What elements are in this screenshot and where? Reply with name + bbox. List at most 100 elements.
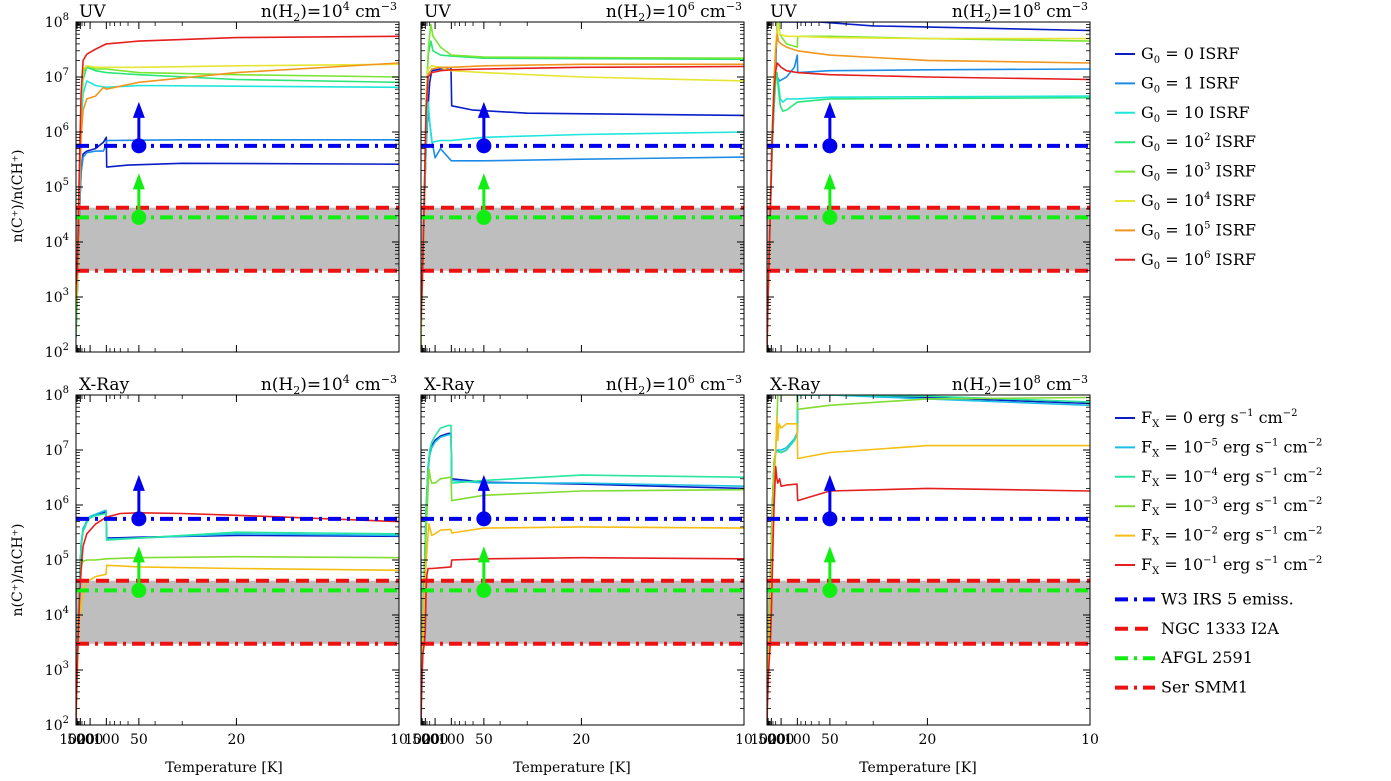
y-tick-label: 104 bbox=[45, 605, 69, 624]
y-tick-label: 103 bbox=[45, 287, 69, 306]
lower-limit-marker bbox=[822, 582, 838, 598]
x-tick-label: 100 bbox=[784, 732, 811, 748]
y-tick-label: 105 bbox=[45, 177, 69, 196]
series-line bbox=[767, 62, 1090, 352]
x-tick-label: 500 bbox=[412, 732, 439, 748]
legend-label: G0 = 104 ISRF bbox=[1141, 191, 1256, 213]
legend-entry-observation: NGC 1333 I2A bbox=[1115, 619, 1279, 638]
series-line bbox=[76, 66, 399, 336]
x-tick-label: 1000 bbox=[404, 732, 440, 748]
y-axis-label-top: n(C⁺)/n(CH⁺) bbox=[10, 149, 26, 242]
legend-entry: G0 = 1 ISRF bbox=[1115, 73, 1239, 95]
y-tick-label: 105 bbox=[45, 550, 69, 569]
series-line bbox=[767, 22, 1090, 326]
x-tick-label: 10 bbox=[1081, 732, 1099, 748]
legend-label: NGC 1333 I2A bbox=[1161, 619, 1279, 638]
legend-entry: G0 = 10 ISRF bbox=[1115, 103, 1250, 125]
arrow-head bbox=[477, 101, 490, 118]
arrow-head bbox=[477, 474, 490, 491]
series-line bbox=[421, 23, 744, 352]
arrow-head bbox=[132, 101, 145, 118]
legend-label: W3 IRS 5 emiss. bbox=[1161, 589, 1294, 608]
panel-frame bbox=[766, 394, 1091, 726]
legend-label: G0 = 10 ISRF bbox=[1141, 103, 1250, 125]
y-tick-label: 108 bbox=[45, 12, 69, 31]
lower-limit-marker bbox=[131, 511, 147, 527]
arrow-head bbox=[823, 546, 836, 563]
series-line bbox=[76, 62, 399, 298]
x-tick-label: 200 bbox=[77, 732, 104, 748]
series-line bbox=[421, 424, 744, 701]
legend-label: FX = 10−1 erg s−1 cm−2 bbox=[1141, 555, 1322, 577]
x-tick-label: 50 bbox=[821, 732, 839, 748]
legend-label: Ser SMM1 bbox=[1161, 678, 1248, 697]
y-tick-label: 103 bbox=[45, 660, 69, 679]
arrow-head bbox=[132, 173, 145, 190]
y-tick-label: 102 bbox=[45, 342, 69, 361]
lower-limit-marker bbox=[822, 209, 838, 225]
density-label: n(H2)=104 cm−3 bbox=[261, 0, 397, 24]
lower-limit-marker bbox=[476, 582, 492, 598]
arrow-head bbox=[477, 173, 490, 190]
panel-label: UV bbox=[79, 2, 106, 22]
legend-label: FX = 10−2 erg s−1 cm−2 bbox=[1141, 526, 1322, 548]
series-line bbox=[76, 65, 399, 334]
density-label: n(H2)=106 cm−3 bbox=[606, 373, 742, 397]
y-tick-label: 107 bbox=[45, 67, 69, 86]
legend-label: G0 = 105 ISRF bbox=[1141, 220, 1256, 242]
plot-area bbox=[767, 22, 1090, 352]
series-line bbox=[767, 33, 1090, 352]
series-line bbox=[76, 511, 399, 719]
y-tick-label: 107 bbox=[45, 440, 69, 459]
legend-label: G0 = 106 ISRF bbox=[1141, 250, 1256, 272]
series-line bbox=[767, 465, 1090, 725]
legend-entry: G0 = 0 ISRF bbox=[1115, 44, 1239, 66]
series-line bbox=[767, 416, 1090, 716]
panel-label: UV bbox=[770, 2, 797, 22]
panel-1-1: 102 103 104 105 106 107 108 UV n(H2)=104 cm−3 bbox=[45, 0, 400, 361]
legend-entry: G0 = 102 ISRF bbox=[1115, 132, 1256, 154]
series-line bbox=[421, 432, 744, 701]
legend-label: FX = 10−4 erg s−1 cm−2 bbox=[1141, 467, 1322, 489]
series-line bbox=[767, 395, 1090, 702]
arrow-head bbox=[132, 546, 145, 563]
legend-entry-observation: AFGL 2591 bbox=[1115, 648, 1253, 667]
series-line bbox=[767, 395, 1090, 702]
lower-limit-marker bbox=[476, 209, 492, 225]
x-tick-label: 20 bbox=[573, 732, 591, 748]
panel-label: X-Ray bbox=[424, 375, 475, 395]
y-tick-label: 102 bbox=[45, 715, 69, 734]
y-tick-label: 104 bbox=[45, 232, 69, 251]
x-tick-label: 1000 bbox=[59, 732, 95, 748]
panel-label: UV bbox=[424, 2, 451, 22]
series-line bbox=[421, 556, 744, 725]
lower-limit-marker bbox=[822, 138, 838, 154]
plot-area bbox=[421, 23, 744, 352]
legend-entry: G0 = 105 ISRF bbox=[1115, 220, 1256, 242]
lower-limit-marker bbox=[131, 582, 147, 598]
legend-entry: FX = 10−1 erg s−1 cm−2 bbox=[1115, 555, 1322, 577]
x-axis-label-col-2: Temperature [K] bbox=[513, 760, 631, 776]
x-tick-label: 20 bbox=[228, 732, 246, 748]
legend-label: G0 = 103 ISRF bbox=[1141, 162, 1256, 184]
panel-1-2: UV n(H2)=106 cm−3 bbox=[420, 0, 745, 353]
x-tick-label: 10 bbox=[735, 732, 753, 748]
legend-entry: G0 = 106 ISRF bbox=[1115, 250, 1256, 272]
x-tick-label: 100 bbox=[93, 732, 120, 748]
lower-limit-marker bbox=[476, 138, 492, 154]
legend-entry-observation: Ser SMM1 bbox=[1115, 678, 1248, 697]
legend-label: G0 = 1 ISRF bbox=[1141, 73, 1239, 95]
arrow-head bbox=[823, 173, 836, 190]
plot-area bbox=[421, 424, 744, 725]
plot-area bbox=[76, 474, 399, 725]
x-tick-label: 500 bbox=[67, 732, 94, 748]
legend-entry: FX = 0 erg s−1 cm−2 bbox=[1115, 408, 1297, 430]
y-tick-label: 106 bbox=[45, 495, 69, 514]
series-line bbox=[767, 395, 1090, 702]
x-tick-label: 20 bbox=[919, 732, 937, 748]
legend-label: FX = 10−3 erg s−1 cm−2 bbox=[1141, 496, 1322, 518]
legend-entry: G0 = 104 ISRF bbox=[1115, 191, 1256, 213]
series-line bbox=[421, 66, 744, 319]
